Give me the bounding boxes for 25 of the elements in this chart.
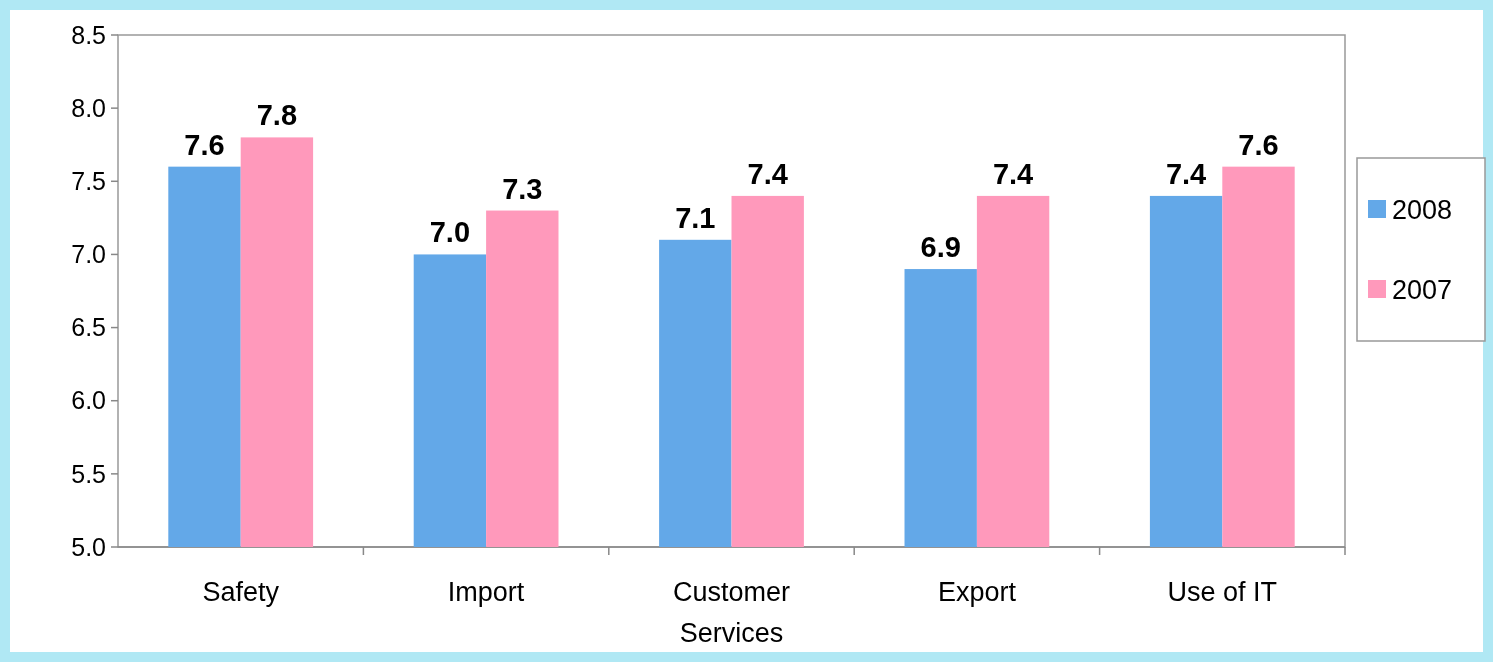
x-tick-label: Customer Services xyxy=(672,577,791,648)
data-label: 7.8 xyxy=(256,99,298,132)
legend-label: 2008 xyxy=(1392,195,1453,226)
legend-label: 2007 xyxy=(1392,275,1453,306)
y-tick-label: 7.0 xyxy=(71,240,106,269)
x-tick-label: Use of IT xyxy=(1167,577,1278,607)
data-label: 7.1 xyxy=(675,201,716,234)
y-tick-label: 6.5 xyxy=(71,313,106,342)
data-label: 7.6 xyxy=(184,128,225,161)
data-label: 7.0 xyxy=(429,216,471,249)
y-tick-label: 8.0 xyxy=(71,93,106,122)
data-label: 7.3 xyxy=(502,172,543,205)
y-tick-label: 5.5 xyxy=(71,459,106,488)
y-tick-label: 7.5 xyxy=(71,167,106,196)
x-tick-label: Import xyxy=(447,577,525,607)
data-label: 6.9 xyxy=(920,231,961,264)
data-label: 7.4 xyxy=(992,157,1034,190)
y-tick-label: 8.5 xyxy=(71,20,106,49)
x-tick-label: Safety xyxy=(202,577,280,607)
y-tick-label: 5.0 xyxy=(71,532,106,561)
x-tick-label: Export xyxy=(937,577,1017,607)
y-tick-label: 6.0 xyxy=(71,386,106,415)
data-label: 7.6 xyxy=(1238,128,1279,161)
data-label: 7.4 xyxy=(747,157,788,190)
data-label: 7.4 xyxy=(1165,157,1207,190)
